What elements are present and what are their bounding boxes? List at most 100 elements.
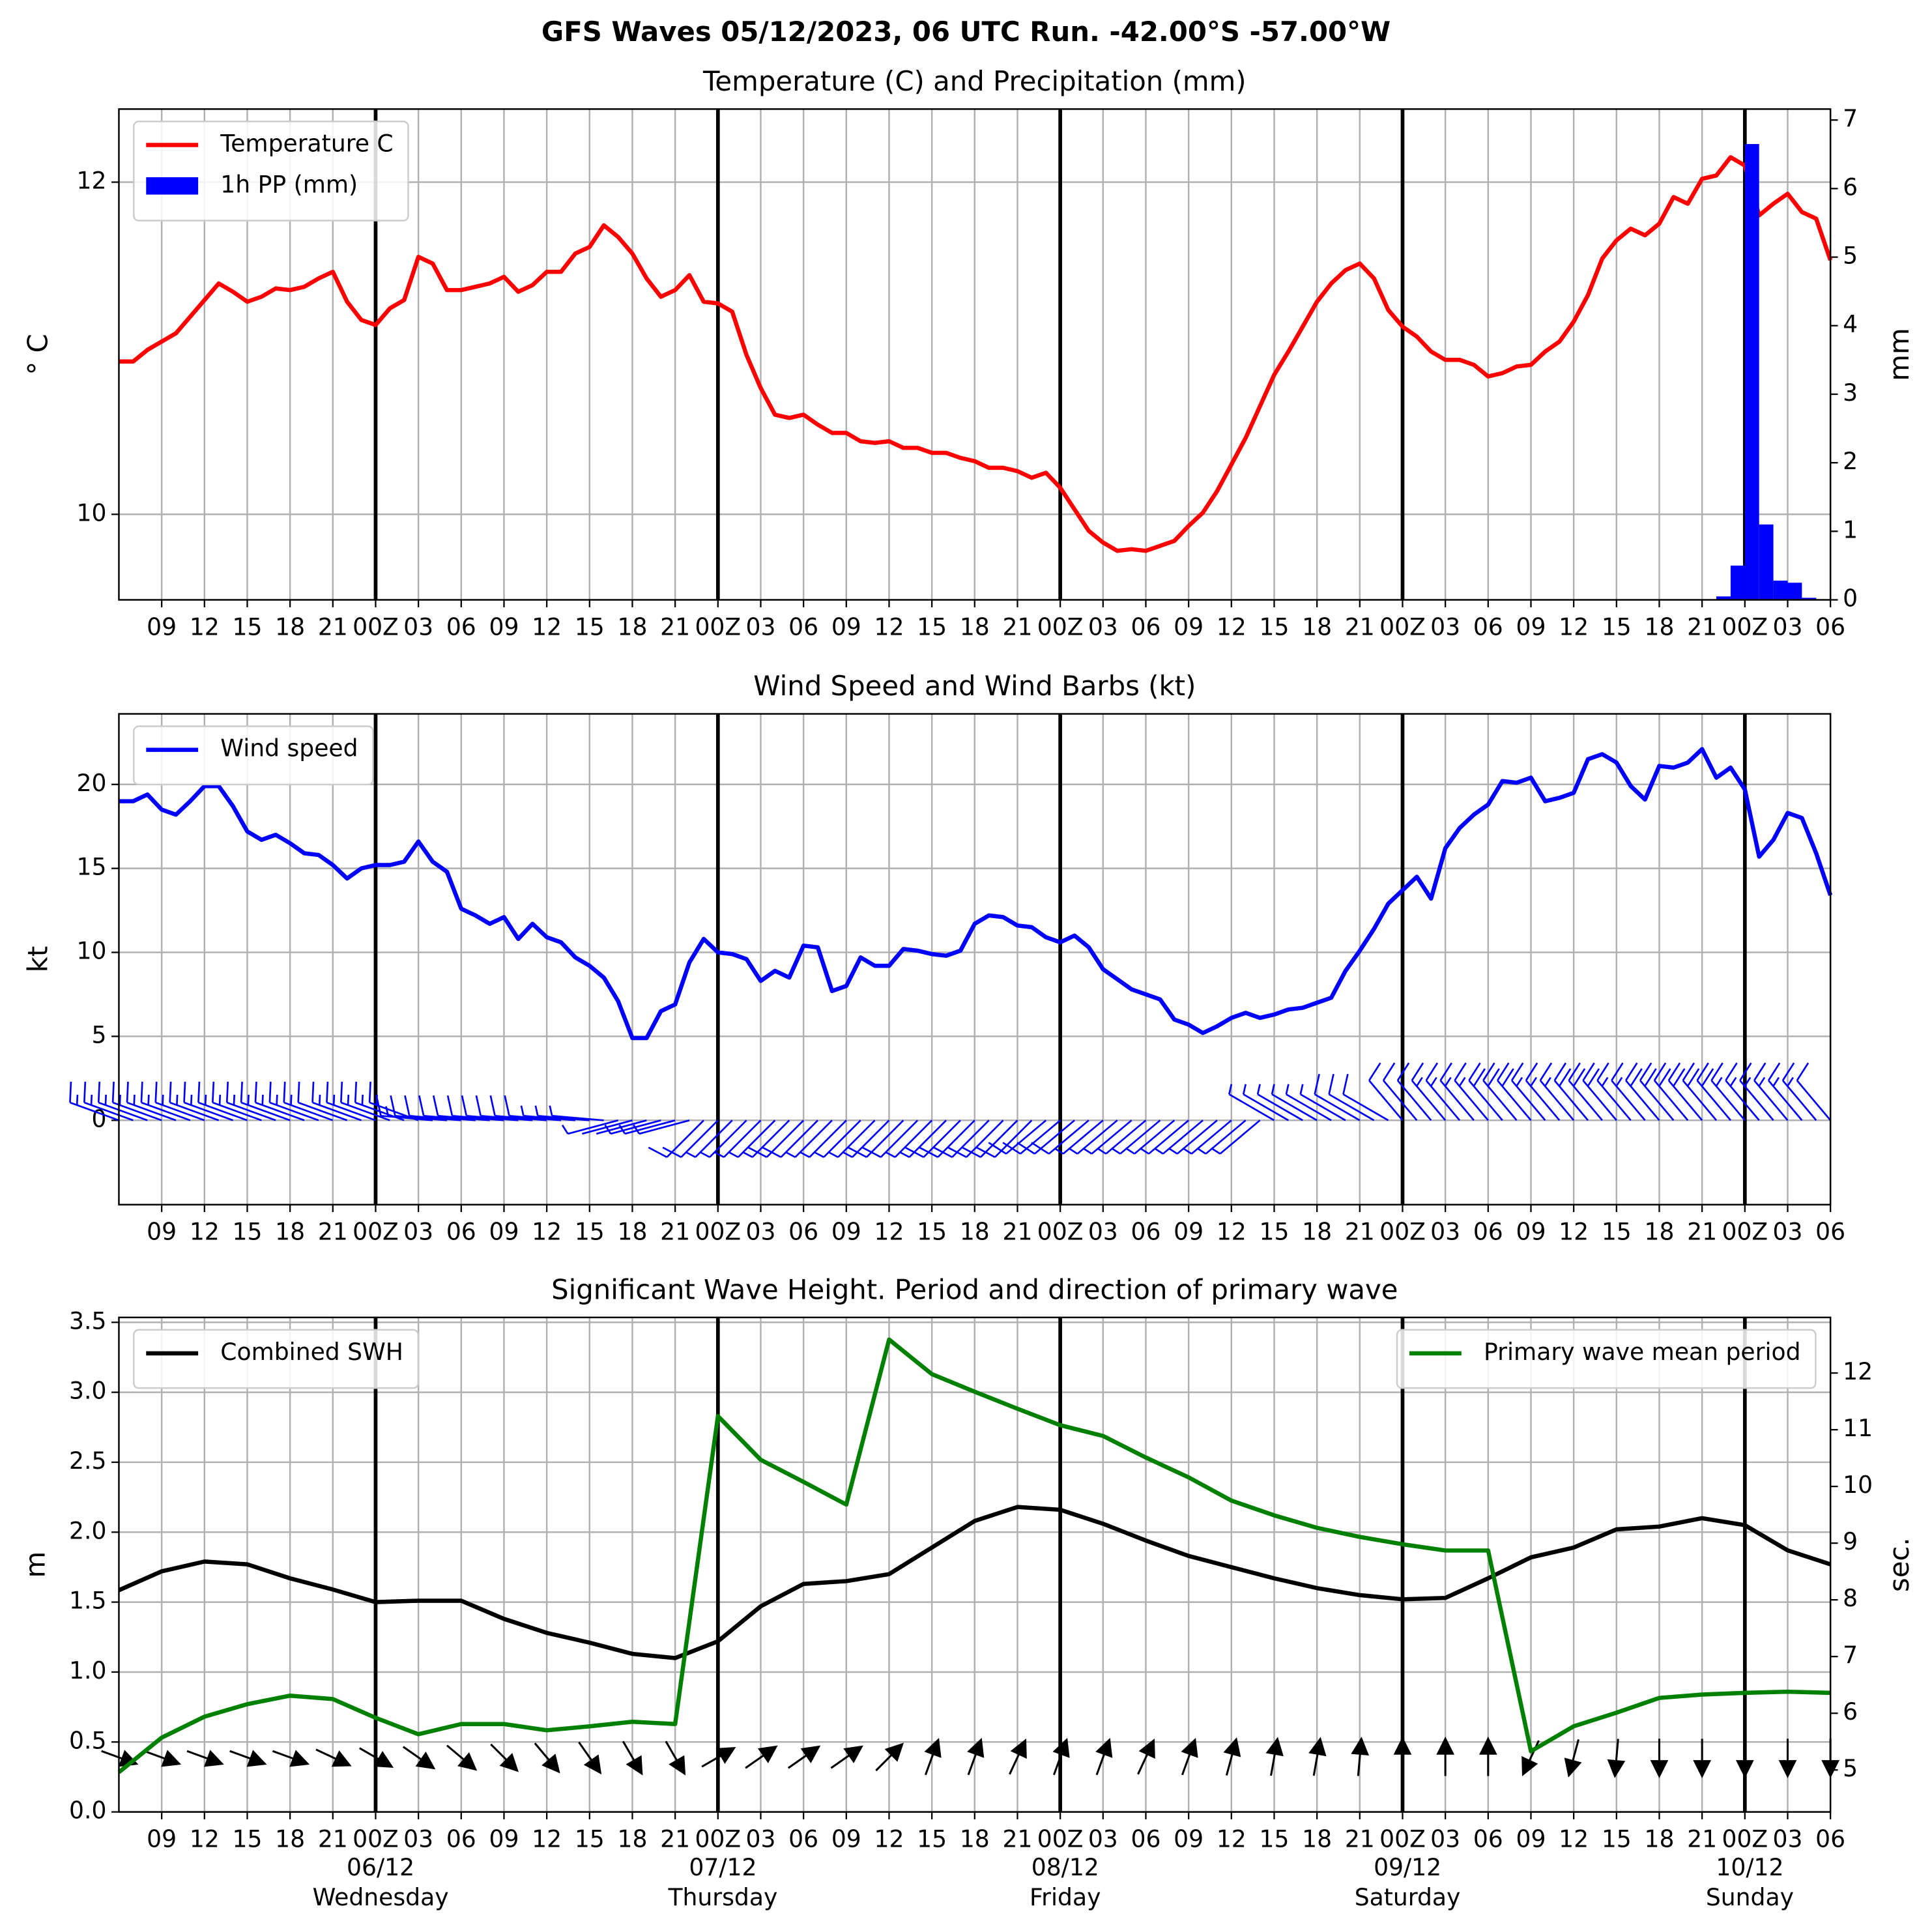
x-tick-label: 18 (275, 1825, 305, 1853)
x-tick-label: 00Z (353, 613, 399, 641)
wave-arrow (1436, 1737, 1455, 1776)
x-tick-label: 09 (489, 1217, 519, 1245)
x-tick-label: 15 (232, 1217, 262, 1245)
wind-barb (297, 1082, 348, 1121)
y2-tick-label: 8 (1843, 1584, 1858, 1612)
y-tick-label: 2.0 (69, 1516, 106, 1544)
wave-arrow (875, 1742, 904, 1772)
x-tick-label: 03 (1430, 1217, 1460, 1245)
wind-barb (1342, 1073, 1389, 1121)
wind-barb (225, 1082, 276, 1121)
wave-arrow (534, 1742, 560, 1774)
wind-barb (700, 1119, 747, 1158)
legend: Wind speed (133, 725, 374, 786)
wind-barb (800, 1119, 847, 1158)
x-tick-label: 00Z (695, 1217, 741, 1245)
x-tick-label: 00Z (1379, 1825, 1426, 1853)
x-tick-label: 03 (745, 613, 775, 641)
wind-barb (904, 1119, 961, 1158)
y2-tick-label: 7 (1843, 104, 1858, 132)
wind-barb (520, 1105, 576, 1121)
y2-tick-label: 6 (1843, 1697, 1858, 1726)
x-tick-label: 00Z (695, 1825, 741, 1853)
x-tick-label: 09 (1174, 1825, 1204, 1853)
wave-arrow (1521, 1740, 1540, 1776)
wave-arrow (1308, 1737, 1327, 1776)
wind-barb (962, 1119, 1018, 1158)
precip-bar (1730, 565, 1745, 600)
plot-frame (118, 1316, 1832, 1813)
wind-barb (1611, 1062, 1646, 1121)
x-tick-label: 03 (1430, 1825, 1460, 1853)
x-tick-label: 06 (1473, 1217, 1503, 1245)
y-tick-label: 2.5 (69, 1447, 106, 1475)
wave-arrow (924, 1737, 942, 1776)
wave-arrow (1393, 1737, 1412, 1776)
wind-barb (197, 1082, 248, 1121)
wave-arrow (665, 1740, 686, 1776)
y-tick-label: 0.5 (69, 1726, 106, 1754)
wind-barb (1382, 1062, 1418, 1121)
wind-barb (183, 1082, 234, 1121)
wave-arrow (446, 1744, 478, 1771)
wave-arrow (830, 1745, 863, 1769)
x-tick-label: 12 (190, 1825, 220, 1853)
wind-barb (1596, 1062, 1632, 1121)
legend-label: Wind speed (220, 734, 358, 762)
wind-barb (1411, 1062, 1447, 1121)
wind-barb (747, 1119, 805, 1158)
wind-barb (662, 1119, 719, 1158)
x-tick-label: 21 (660, 1217, 690, 1245)
wind-barb (1753, 1062, 1789, 1121)
x-tick-label: 03 (745, 1825, 775, 1853)
wind-barb (390, 1095, 448, 1121)
y-axis-label: m (20, 1552, 51, 1578)
precip-bar (1787, 583, 1802, 600)
date-label: 10/12 (1716, 1853, 1783, 1881)
x-tick-label: 09 (147, 1825, 177, 1853)
x-tick-label: 03 (1430, 613, 1460, 641)
wind-barb (828, 1119, 876, 1158)
y-tick-label: 1.0 (69, 1656, 106, 1684)
wind-barb (861, 1119, 919, 1158)
wind-barb (340, 1082, 390, 1121)
x-tick-label: 18 (1302, 1825, 1332, 1853)
wind-barb (1285, 1084, 1332, 1121)
wind-barb (283, 1082, 334, 1121)
wind-barb (326, 1082, 376, 1121)
x-tick-label: 06 (1473, 1825, 1503, 1853)
x-tick-label: 00Z (1379, 613, 1426, 641)
wind-barb (1682, 1062, 1718, 1121)
legend-box (1396, 1329, 1817, 1389)
wind-barb (561, 1119, 618, 1135)
wave-arrow (315, 1748, 352, 1767)
wind-barb (899, 1119, 947, 1158)
y2-tick-label: 5 (1843, 242, 1858, 270)
date-label: 06/12 (347, 1853, 414, 1881)
y2-tick-label: 1 (1843, 515, 1858, 543)
wave-arrow (1564, 1739, 1582, 1778)
wave-arrow (359, 1747, 394, 1768)
y2-tick-label: 9 (1843, 1527, 1858, 1555)
x-tick-label: 00Z (1037, 1825, 1084, 1853)
series-line (119, 155, 1833, 553)
y-tick-label: 0.0 (69, 1797, 106, 1825)
wind-barb (154, 1082, 205, 1121)
x-tick-label: 15 (917, 613, 947, 641)
wind-barb (461, 1095, 519, 1121)
x-tick-label: 09 (1516, 1217, 1546, 1245)
x-tick-label: 06 (446, 613, 476, 641)
x-tick-label: 12 (1217, 613, 1247, 641)
x-tick-label: 18 (1302, 613, 1332, 641)
wind-barb (1653, 1062, 1689, 1121)
y-tick-label: 15 (77, 853, 107, 881)
wind-barb (1568, 1062, 1603, 1121)
plot-frame (118, 108, 1832, 601)
day-label: Friday (1030, 1883, 1101, 1911)
wind-barb (843, 1119, 890, 1158)
wind-barb (1725, 1062, 1760, 1121)
wave-arrow (622, 1740, 643, 1776)
date-label: 09/12 (1374, 1853, 1441, 1881)
x-tick-label: 21 (660, 613, 690, 641)
